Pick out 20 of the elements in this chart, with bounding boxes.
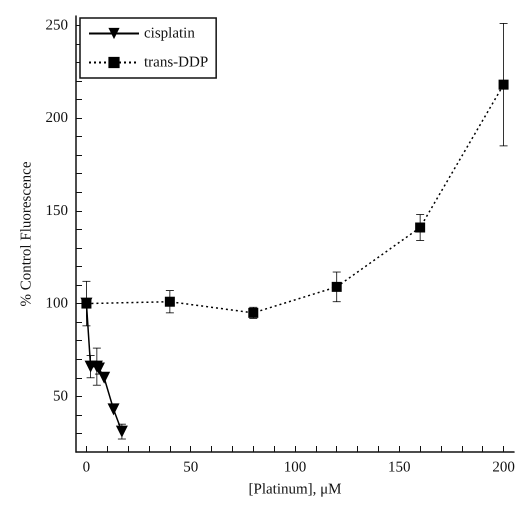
y-tick-label: 200 [46,110,68,126]
point [332,282,342,292]
point [498,80,509,90]
y-tick-label: 50 [53,388,68,404]
point [108,403,120,416]
point [415,222,426,233]
y-axis-title: % Control Fluorescence [18,161,34,306]
legend-label: trans-DDP [144,54,208,70]
x-tick-label: 50 [183,460,198,476]
x-axis-title: [Platinum], μM [248,482,342,498]
y-tick-label: 100 [46,296,68,312]
point [164,296,175,307]
x-tick-label: 200 [492,460,515,476]
legend-label: cisplatin [144,26,196,42]
x-tick-label: 100 [284,460,306,476]
x-tick-label: 150 [388,460,411,476]
y-tick-label: 150 [46,202,68,219]
y-tick-label: 250 [46,17,68,34]
x-tick-label: 0 [82,460,90,476]
point [98,372,110,384]
